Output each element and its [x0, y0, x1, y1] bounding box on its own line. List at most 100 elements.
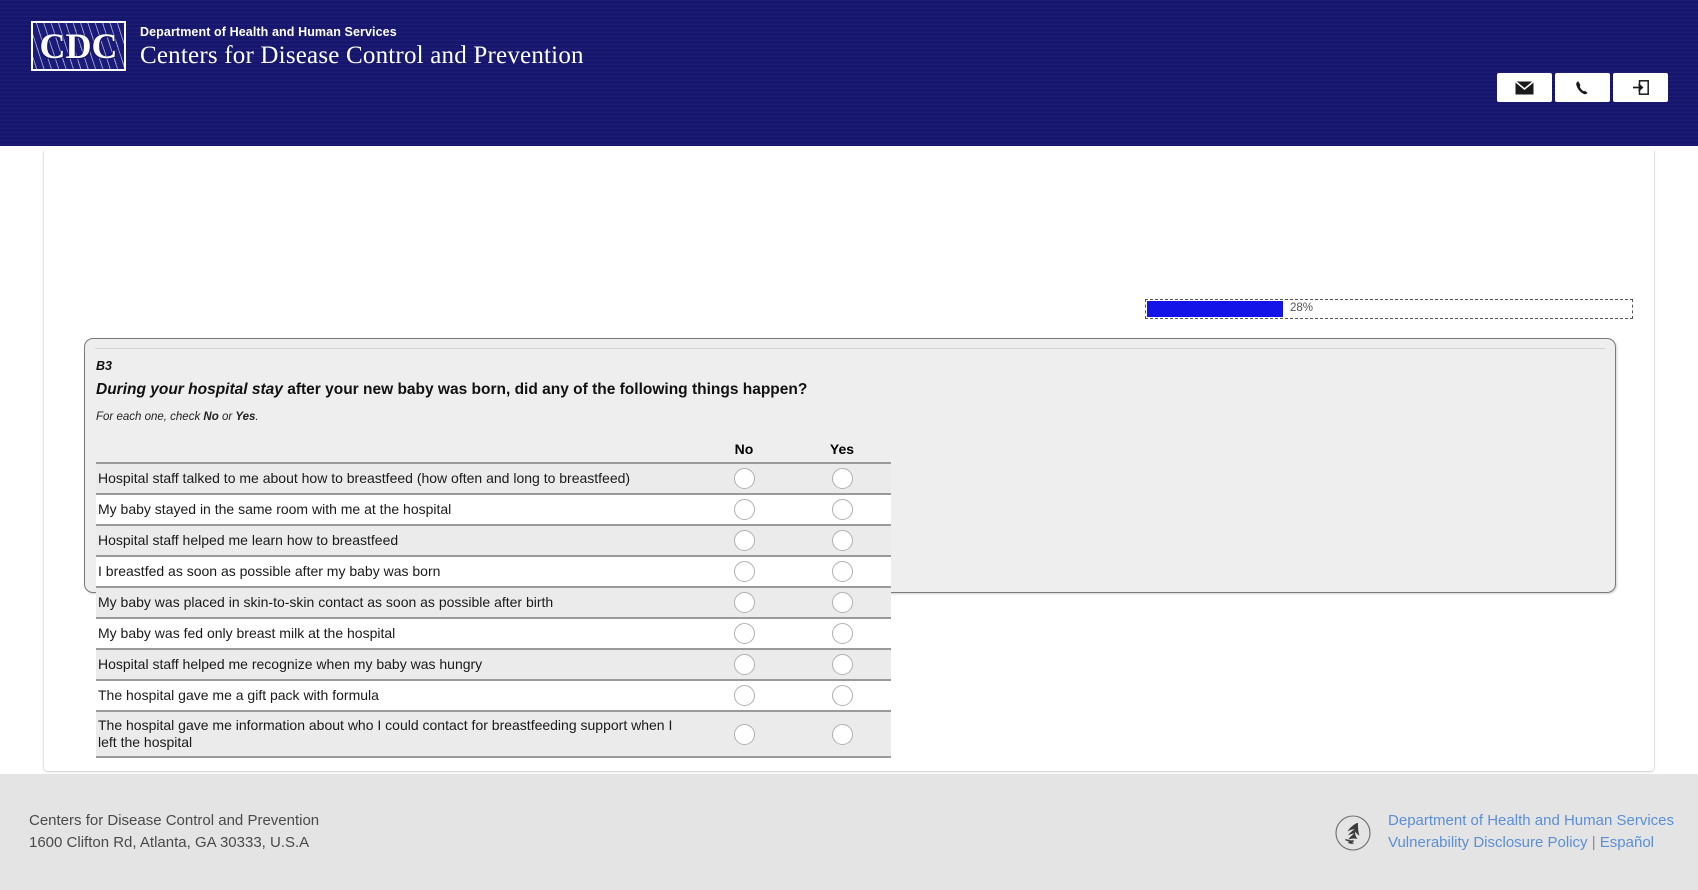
grid-row-label: My baby was fed only breast milk at the … — [98, 625, 396, 641]
cdc-agency-name: Centers for Disease Control and Preventi… — [140, 42, 584, 69]
grid-cell-yes — [793, 654, 891, 675]
phone-icon — [1575, 80, 1591, 96]
grid-cell-no — [695, 499, 793, 520]
cdc-logo-stripes — [33, 23, 124, 69]
grid-cell-yes — [793, 723, 891, 745]
instruction-suffix: . — [255, 411, 259, 423]
radio-no[interactable] — [733, 685, 755, 706]
question-panel: B3 During your hospital stay after your … — [84, 338, 1616, 758]
survey-page-area: 28% B3 During your hospital stay after y… — [0, 146, 1698, 860]
grid-row: The hospital gave me information about w… — [96, 710, 891, 758]
grid-row-label: The hospital gave me information about w… — [98, 717, 673, 750]
grid-row: I breastfed as soon as possible after my… — [96, 555, 891, 586]
grid-row-label: Hospital staff helped me learn how to br… — [98, 532, 399, 548]
radio-yes[interactable] — [831, 654, 853, 675]
grid-cell-yes — [793, 623, 891, 644]
grid-cell-no — [695, 723, 793, 745]
radio-no[interactable] — [733, 623, 755, 644]
hhs-seal-icon — [1334, 814, 1372, 857]
panel-top-divider — [95, 348, 1605, 349]
radio-yes[interactable] — [831, 592, 853, 613]
footer-link-hhs[interactable]: Department of Health and Human Services — [1388, 812, 1674, 829]
footer-link-vulnerability-disclosure-policy[interactable]: Vulnerability Disclosure Policy — [1388, 834, 1588, 851]
grid-cell-no — [695, 623, 793, 644]
header-actions — [1497, 73, 1668, 102]
cdc-logo-mark-icon: CDC — [31, 21, 126, 71]
radio-no[interactable] — [733, 654, 755, 675]
grid-row-label: My baby was placed in skin-to-skin conta… — [98, 594, 554, 610]
radio-no[interactable] — [733, 530, 755, 551]
grid-row-label: My baby stayed in the same room with me … — [98, 501, 452, 517]
column-header-no: No — [734, 441, 754, 457]
footer-links: Department of Health and Human Services … — [1388, 810, 1674, 854]
radio-no[interactable] — [733, 499, 755, 520]
grid-row: Hospital staff talked to me about how to… — [96, 462, 891, 493]
progress-bar-label: 28% — [1290, 302, 1314, 314]
grid-cell-no — [695, 685, 793, 706]
footer-address: 1600 Clifton Rd, Atlanta, GA 30333, U.S.… — [29, 834, 310, 851]
radio-no[interactable] — [733, 592, 755, 613]
grid-cell-no — [695, 561, 793, 582]
login-button[interactable] — [1613, 73, 1668, 102]
grid-row: Hospital staff helped me learn how to br… — [96, 524, 891, 555]
site-footer: Centers for Disease Control and Preventi… — [0, 774, 1698, 890]
radio-yes[interactable] — [831, 499, 853, 520]
phone-button[interactable] — [1555, 73, 1610, 102]
radio-yes[interactable] — [831, 623, 853, 644]
instruction-yes: Yes — [235, 411, 256, 423]
grid-row: My baby was fed only breast milk at the … — [96, 617, 891, 648]
footer-link-separator: | — [1591, 834, 1596, 851]
radio-no[interactable] — [733, 723, 755, 745]
instruction-no: No — [203, 411, 219, 423]
grid-cell-yes — [793, 561, 891, 582]
grid-header-row: No Yes — [96, 434, 891, 462]
radio-yes[interactable] — [831, 468, 853, 489]
grid-cell-no — [695, 592, 793, 613]
progress-bar-fill — [1147, 301, 1283, 317]
grid-cell-yes — [793, 685, 891, 706]
response-grid: No Yes Hospital staff talked to me about… — [96, 434, 891, 758]
grid-cell-yes — [793, 468, 891, 489]
grid-body: Hospital staff talked to me about how to… — [96, 462, 891, 758]
grid-cell-yes — [793, 592, 891, 613]
hhs-department-line: Department of Health and Human Services — [140, 25, 397, 39]
site-header: CDC Department of Health and Human Servi… — [0, 0, 1698, 146]
radio-yes[interactable] — [831, 530, 853, 551]
radio-no[interactable] — [733, 468, 755, 489]
cdc-logo[interactable]: CDC Department of Health and Human Servi… — [31, 21, 584, 71]
question-title-emphasis: During your hospital stay — [96, 381, 283, 398]
grid-row-label: I breastfed as soon as possible after my… — [98, 563, 441, 579]
grid-row: The hospital gave me a gift pack with fo… — [96, 679, 891, 710]
grid-row: Hospital staff helped me recognize when … — [96, 648, 891, 679]
grid-row: My baby stayed in the same room with me … — [96, 493, 891, 524]
email-icon — [1515, 80, 1534, 95]
instruction-prefix: For each one, check — [96, 411, 204, 423]
footer-address-block: Centers for Disease Control and Preventi… — [29, 810, 319, 854]
radio-yes[interactable] — [831, 685, 853, 706]
footer-link-espanol[interactable]: Español — [1599, 834, 1655, 851]
grid-cell-no — [695, 530, 793, 551]
question-instruction: For each one, check No or Yes. — [96, 411, 259, 423]
footer-links-block: Department of Health and Human Services … — [1334, 810, 1674, 857]
radio-yes[interactable] — [831, 723, 853, 745]
email-button[interactable] — [1497, 73, 1552, 102]
instruction-mid: or — [218, 411, 236, 423]
grid-cell-yes — [793, 530, 891, 551]
grid-row-label: The hospital gave me a gift pack with fo… — [98, 687, 379, 703]
grid-row: My baby was placed in skin-to-skin conta… — [96, 586, 891, 617]
grid-row-label: Hospital staff talked to me about how to… — [98, 470, 631, 486]
grid-cell-no — [695, 468, 793, 489]
progress-bar: 28% — [1145, 299, 1633, 319]
cdc-logo-text: CDC — [39, 26, 118, 66]
grid-row-label: Hospital staff helped me recognize when … — [98, 656, 483, 672]
radio-yes[interactable] — [831, 561, 853, 582]
login-icon — [1632, 80, 1649, 95]
radio-no[interactable] — [733, 561, 755, 582]
column-header-yes: Yes — [829, 441, 855, 457]
question-number: B3 — [96, 359, 112, 373]
question-title-rest: after your new baby was born, did any of… — [282, 381, 808, 398]
grid-cell-no — [695, 654, 793, 675]
question-title: During your hospital stay after your new… — [96, 381, 807, 399]
logo-wordmark: Department of Health and Human Services … — [140, 21, 584, 71]
footer-org-name: Centers for Disease Control and Preventi… — [29, 812, 320, 829]
